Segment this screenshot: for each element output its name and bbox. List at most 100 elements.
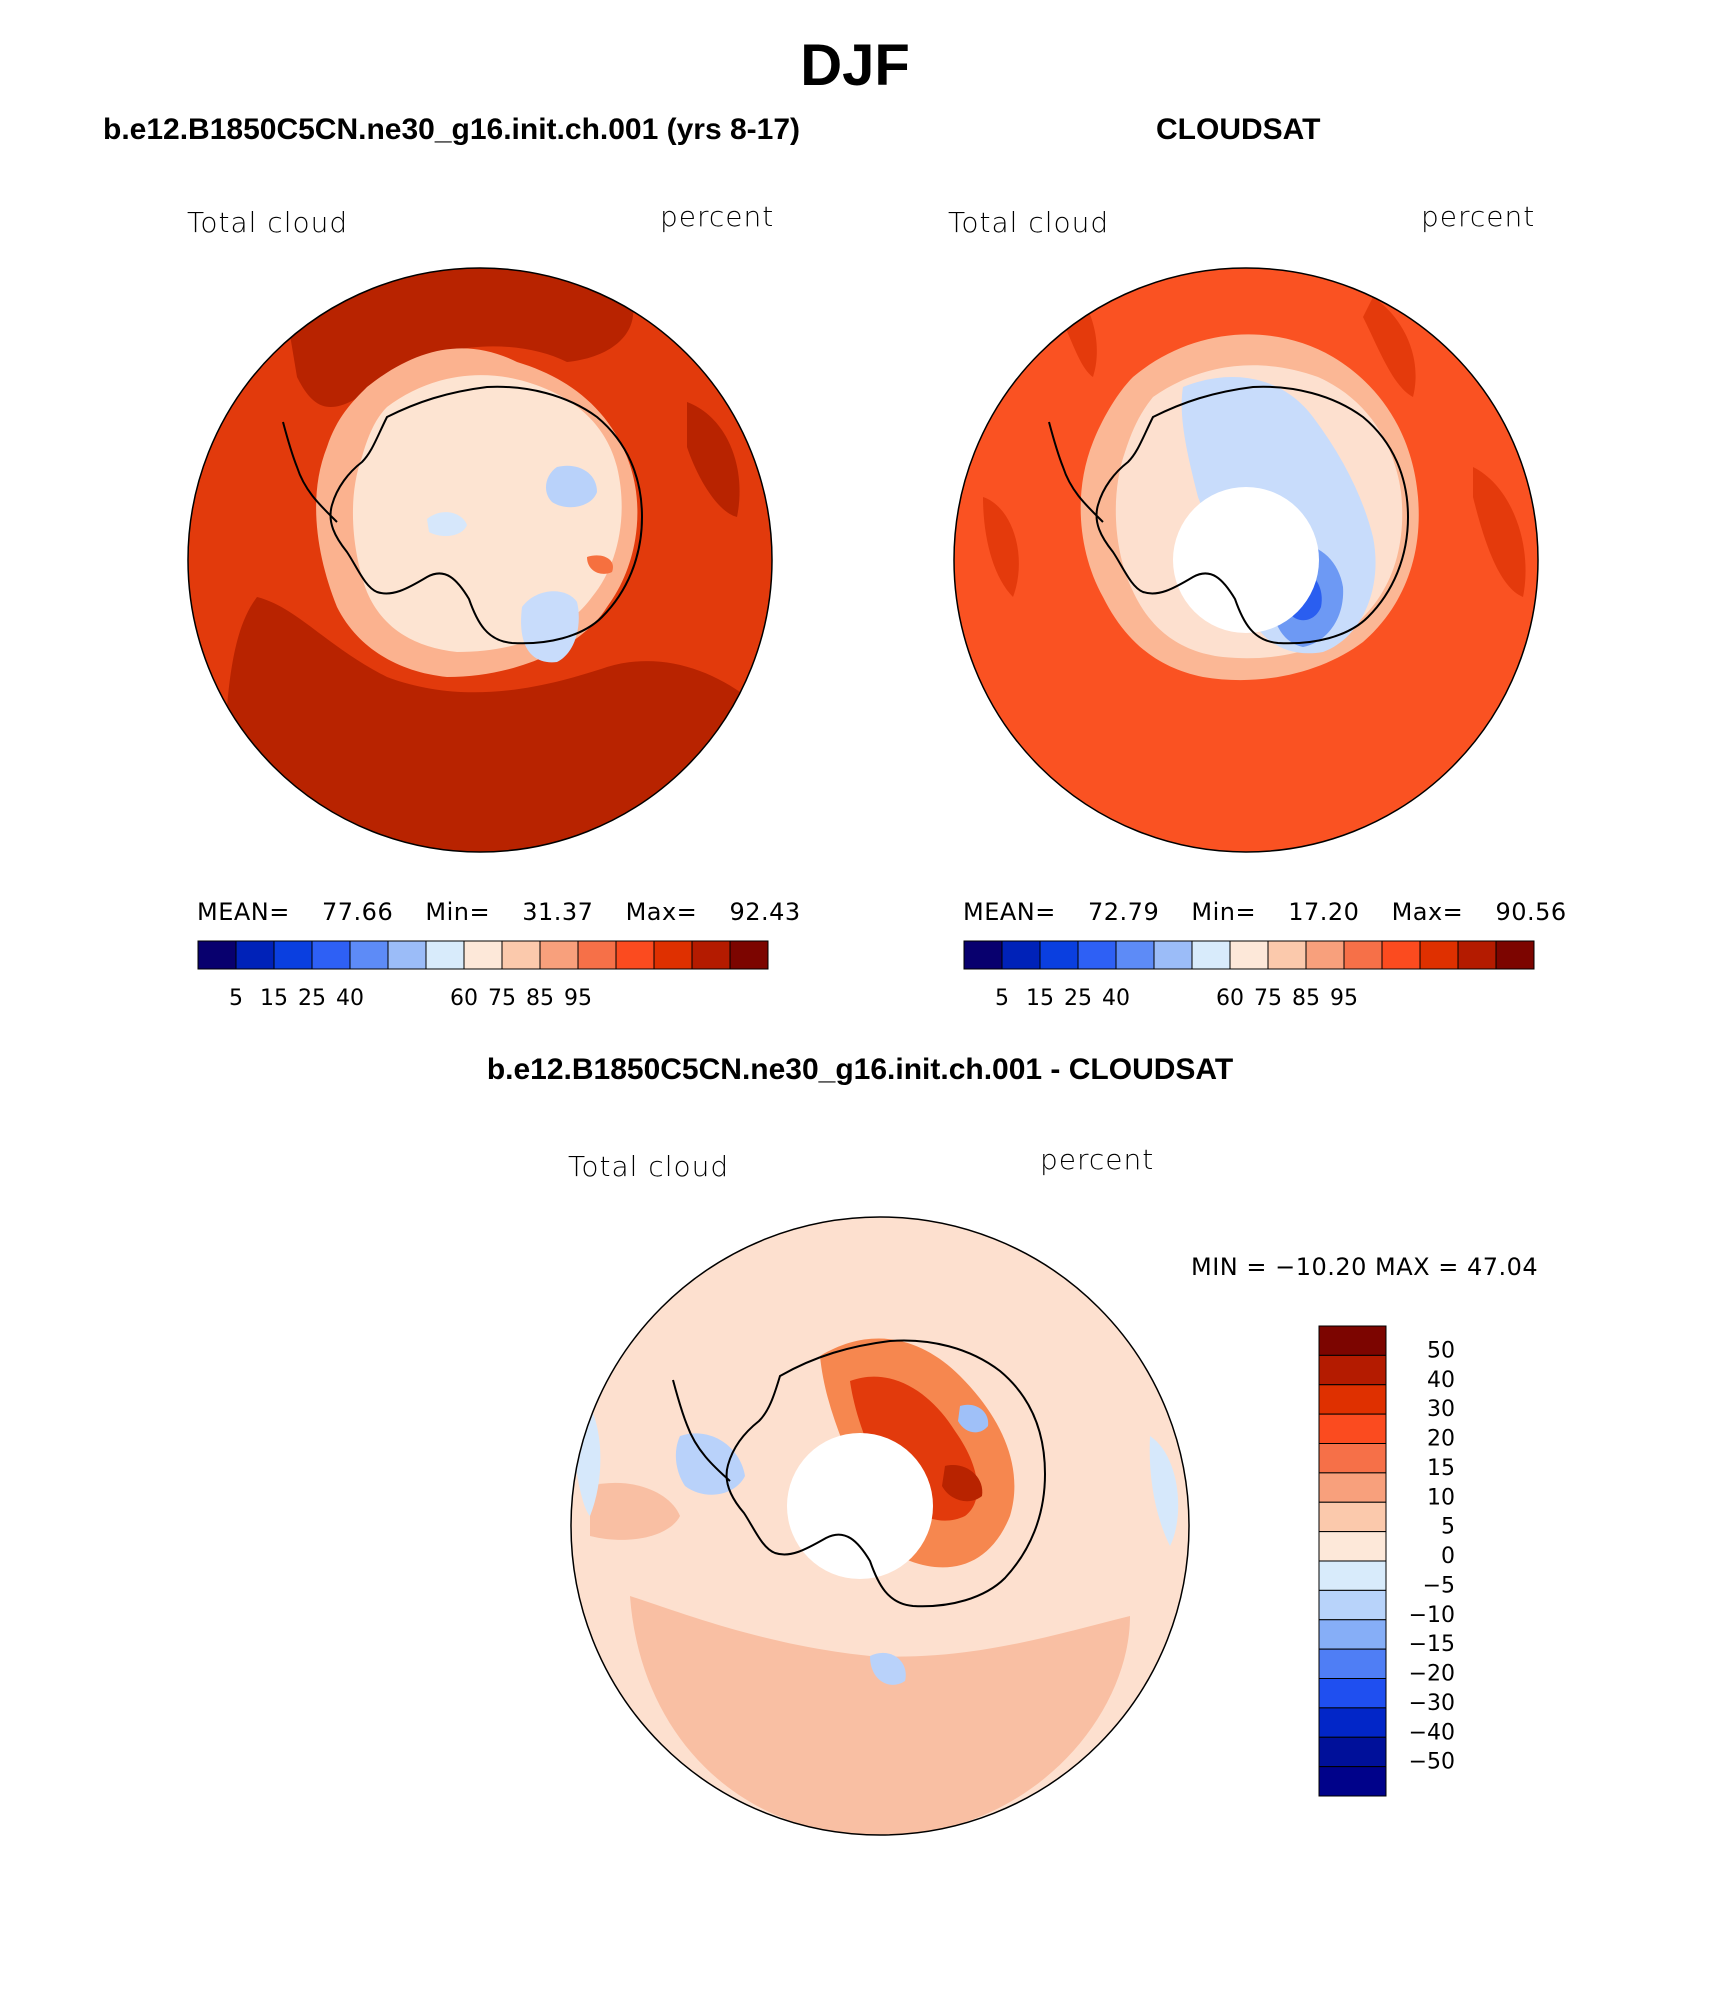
diff-colorbar-tick-label: −30: [1409, 1691, 1455, 1716]
cloudsat-mean-value: 72.79: [1088, 898, 1160, 926]
diff-blue-patch-1: [958, 1404, 989, 1433]
cloudsat-dark-streak-2: [1363, 297, 1416, 397]
cloudsat-dark-streak-4: [983, 497, 1019, 597]
cloudsat-colorbar-swatch: [1343, 940, 1383, 970]
cloudsat-polar-map: [953, 267, 1539, 853]
cloudsat-antarctic-peninsula: [1048, 421, 1104, 523]
diff-antarctic-peninsula: [672, 1379, 731, 1482]
model-units-label: percent: [660, 200, 775, 233]
model-colorbar-swatch: [729, 940, 769, 970]
model-variable-label: Total cloud: [187, 206, 349, 239]
cloudsat-colorbar-swatch: [1381, 940, 1421, 970]
model-colorbar-swatch: [311, 940, 351, 970]
diff-colorbar-swatch: [1318, 1325, 1387, 1356]
model-stats: MEAN= 77.66 Min= 31.37 Max= 92.43: [197, 898, 801, 926]
diff-colorbar-swatch: [1318, 1707, 1387, 1738]
model-colorbar-swatch: [387, 940, 427, 970]
diff-colorbar-tick-label: −40: [1409, 1720, 1455, 1745]
diff-colorbar-swatch: [1318, 1589, 1387, 1621]
diff-colorbar-swatch: [1318, 1354, 1387, 1386]
cloudsat-max-label: Max=: [1391, 898, 1464, 926]
cloudsat-colorbar-tick-label: 40: [1102, 986, 1130, 1011]
diff-salmon-south: [630, 1596, 1130, 1835]
diff-colorbar-tick-label: 20: [1427, 1427, 1455, 1452]
cloudsat-colorbar: 5 15 25 40 60 75 85 95: [963, 940, 1535, 1011]
diff-colorbar-tick-label: 0: [1441, 1544, 1455, 1569]
cloudsat-max-value: 90.56: [1495, 898, 1567, 926]
model-colorbar-tick-label: 75: [488, 986, 516, 1011]
cloudsat-colorbar-swatch: [1115, 940, 1155, 970]
model-mean-value: 77.66: [322, 898, 394, 926]
cloudsat-colorbar-swatch: [1305, 940, 1345, 970]
model-colorbar-tick-label: 5: [229, 986, 243, 1011]
diff-salmon-west: [590, 1482, 680, 1540]
diff-colorbar-tick-label: −50: [1409, 1750, 1455, 1775]
cloudsat-colorbar-tick-label: 85: [1292, 986, 1320, 1011]
model-polar-map: [187, 267, 773, 853]
cloudsat-min-label: Min=: [1191, 898, 1257, 926]
model-colorbar-tick-label: 40: [336, 986, 364, 1011]
cloudsat-colorbar-swatch: [1457, 940, 1497, 970]
model-colorbar-swatch: [501, 940, 541, 970]
panel-title-model: b.e12.B1850C5CN.ne30_g16.init.ch.001 (yr…: [103, 113, 801, 146]
diff-colorbar-tick-label: 10: [1427, 1485, 1455, 1510]
cloudsat-colorbar-swatch: [1267, 940, 1307, 970]
cloudsat-colorbar-swatch: [1419, 940, 1459, 970]
diff-colorbar-swatch: [1318, 1560, 1387, 1591]
model-dark-band-south: [227, 597, 747, 852]
model-blue-patch-1: [545, 465, 597, 508]
diff-colorbar-tick-label: −10: [1409, 1603, 1455, 1628]
diff-light-blue-east: [1149, 1436, 1179, 1546]
model-colorbar-tick-label: 95: [564, 986, 592, 1011]
cloudsat-variable-label: Total cloud: [948, 206, 1110, 239]
cloudsat-colorbar-swatch: [1001, 940, 1041, 970]
cloudsat-colorbar-tick-label: 15: [1026, 986, 1054, 1011]
diff-colorbar-tick-label: 40: [1427, 1368, 1455, 1393]
diff-colorbar-swatch: [1318, 1736, 1387, 1768]
diff-colorbar-swatch: [1318, 1619, 1387, 1650]
model-min-value: 31.37: [522, 898, 594, 926]
model-colorbar-tick-label: 85: [526, 986, 554, 1011]
cloudsat-units-label: percent: [1421, 200, 1536, 233]
diff-blue-patch-3: [870, 1652, 906, 1685]
model-max-value: 92.43: [729, 898, 801, 926]
cloudsat-colorbar-swatch: [1039, 940, 1079, 970]
cloudsat-colorbar-tick-label: 60: [1216, 986, 1244, 1011]
cloudsat-colorbar-tick-label: 5: [995, 986, 1009, 1011]
diff-colorbar-swatch: [1318, 1678, 1387, 1709]
diff-colorbar-swatch: [1318, 1531, 1387, 1562]
model-dark-patch-east: [687, 402, 740, 517]
model-colorbar-swatch: [691, 940, 731, 970]
cloudsat-colorbar-tick-label: 25: [1064, 986, 1092, 1011]
cloudsat-mean-label: MEAN=: [963, 898, 1056, 926]
model-red-spot: [587, 555, 613, 574]
cloudsat-colorbar-tick-label: 95: [1330, 986, 1358, 1011]
diff-stats: MIN = −10.20 MAX = 47.04: [1191, 1253, 1539, 1281]
model-colorbar-swatch: [273, 940, 313, 970]
model-dark-band-north: [282, 268, 634, 407]
cloudsat-colorbar-swatch: [1153, 940, 1193, 970]
cloudsat-colorbar-swatch: [1229, 940, 1269, 970]
model-colorbar-swatch: [235, 940, 275, 970]
diff-variable-label: Total cloud: [568, 1150, 730, 1183]
model-colorbar-swatch: [615, 940, 655, 970]
model-colorbar-swatch: [653, 940, 693, 970]
model-colorbar-swatch: [539, 940, 579, 970]
cloudsat-min-value: 17.20: [1288, 898, 1360, 926]
cloudsat-colorbar-tick-label: 75: [1254, 986, 1282, 1011]
panel-title-diff: b.e12.B1850C5CN.ne30_g16.init.ch.001 - C…: [486, 1053, 1234, 1086]
diff-colorbar-tick-label: −15: [1409, 1632, 1455, 1657]
model-colorbar-swatch: [425, 940, 465, 970]
cloudsat-stats: MEAN= 72.79 Min= 17.20 Max= 90.56: [963, 898, 1567, 926]
model-colorbar-tick-label: 15: [260, 986, 288, 1011]
diff-colorbar-swatch: [1318, 1413, 1387, 1444]
model-colorbar-tick-label: 60: [450, 986, 478, 1011]
cloudsat-colorbar-swatch: [1077, 940, 1117, 970]
model-colorbar: 5 15 25 40 60 75 85 95: [197, 940, 769, 1011]
diff-colorbar-tick-label: −5: [1423, 1573, 1455, 1598]
diff-colorbar-tick-label: −20: [1409, 1662, 1455, 1687]
diff-polar-hole: [787, 1433, 933, 1579]
model-min-label: Min=: [425, 898, 491, 926]
diff-colorbar-swatch: [1318, 1472, 1387, 1503]
diff-colorbar-swatch: [1318, 1443, 1387, 1474]
